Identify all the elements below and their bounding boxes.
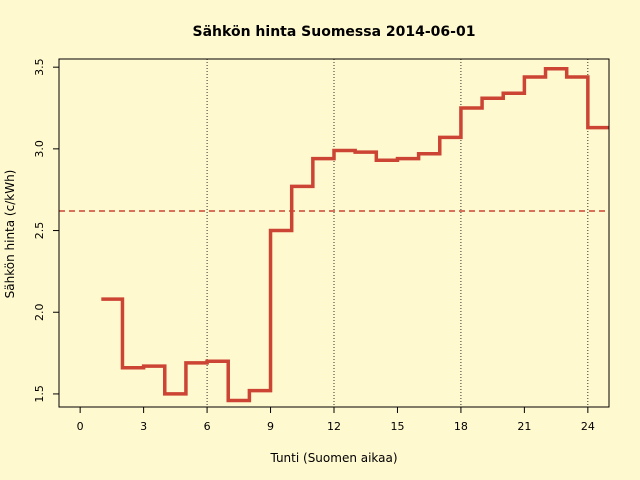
x-tick-label-4: 12 bbox=[327, 420, 341, 433]
x-tick-label-3: 9 bbox=[267, 420, 274, 433]
x-tick-label-8: 24 bbox=[581, 420, 595, 433]
y-tick-label-4: 3.5 bbox=[33, 58, 46, 76]
x-tick-label-6: 18 bbox=[454, 420, 468, 433]
y-tick-label-3: 3.0 bbox=[33, 140, 46, 158]
y-axis-label: Sähkön hinta (c/kWh) bbox=[3, 170, 17, 299]
x-tick-label-0: 0 bbox=[77, 420, 84, 433]
chart-title: Sähkön hinta Suomessa 2014-06-01 bbox=[193, 24, 476, 40]
x-tick-label-7: 21 bbox=[517, 420, 531, 433]
price-step-line-0 bbox=[101, 67, 609, 403]
x-axis-label: Tunti (Suomen aikaa) bbox=[269, 451, 397, 465]
y-tick-label-0: 1.5 bbox=[33, 385, 46, 403]
x-tick-label-5: 15 bbox=[390, 420, 404, 433]
y-tick-label-2: 2.5 bbox=[33, 222, 46, 240]
x-tick-label-1: 3 bbox=[140, 420, 147, 433]
plot-area: 0 3 6 9 12 15 18 21 24 1.5 2.0 2.5 3.0 3.5 bbox=[33, 58, 610, 433]
y-tick-label-1: 2.0 bbox=[33, 303, 46, 321]
x-tick-label-2: 6 bbox=[204, 420, 211, 433]
